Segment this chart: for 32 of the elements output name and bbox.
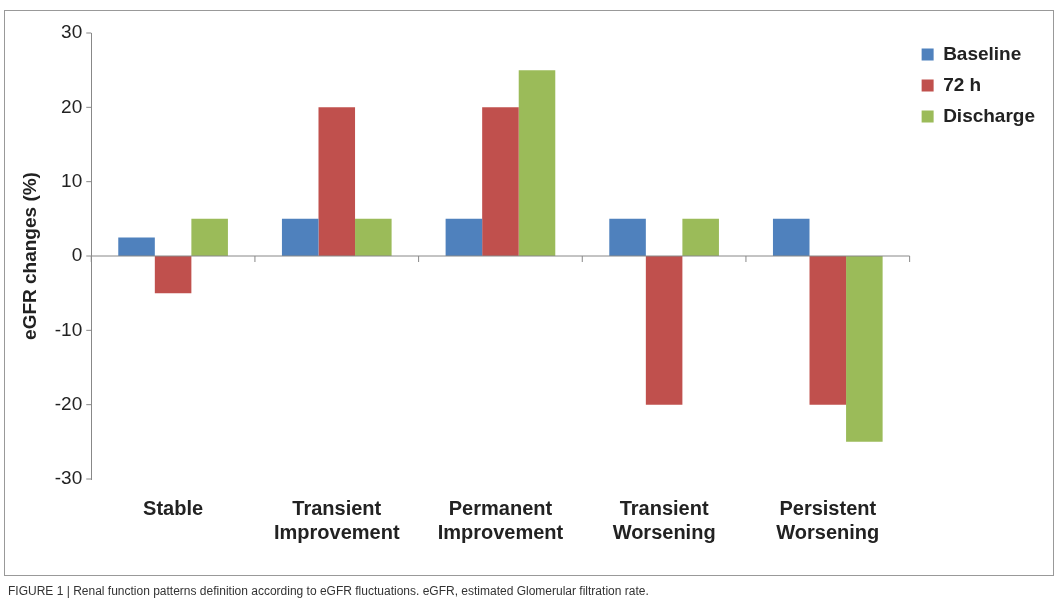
bar — [682, 218, 719, 256]
y-tick-label: 0 — [71, 244, 83, 266]
y-tick-label: 20 — [61, 95, 83, 117]
caption: FIGURE 1 | Renal function patterns definition according to eGFR fluctuations. eGFR, estimated Glomerular filtration rate. — [8, 584, 649, 598]
y-tick-label: 30 — [61, 21, 83, 43]
bar — [445, 218, 483, 256]
x-tick-label: Transient Improvement — [273, 496, 400, 543]
y-tick-label: -20 — [54, 392, 83, 414]
x-tick-label: Stable — [143, 496, 204, 519]
y-axis-title: eGFR changes (%) — [18, 172, 40, 340]
bar — [645, 256, 683, 405]
bar — [609, 218, 646, 256]
bar — [191, 218, 228, 256]
bar — [482, 107, 519, 256]
legend-label: 72 h — [943, 73, 982, 95]
y-tick-label: -30 — [54, 467, 83, 489]
bar — [281, 218, 319, 256]
bar — [318, 107, 356, 256]
bar — [772, 218, 810, 256]
y-tick-label: -10 — [54, 318, 83, 340]
bar — [355, 218, 392, 256]
bar — [518, 70, 556, 256]
bar — [154, 256, 192, 294]
y-tick-label: 10 — [61, 169, 83, 191]
bar — [809, 256, 847, 405]
legend-label: Discharge — [943, 104, 1035, 126]
x-tick-label: Persistent Worsening — [776, 496, 880, 543]
bar — [846, 256, 883, 442]
x-tick-label: Permanent Improvement — [437, 496, 564, 543]
legend-label: Baseline — [943, 42, 1022, 64]
bar — [118, 237, 155, 256]
x-tick-label: Transient Worsening — [612, 496, 716, 543]
